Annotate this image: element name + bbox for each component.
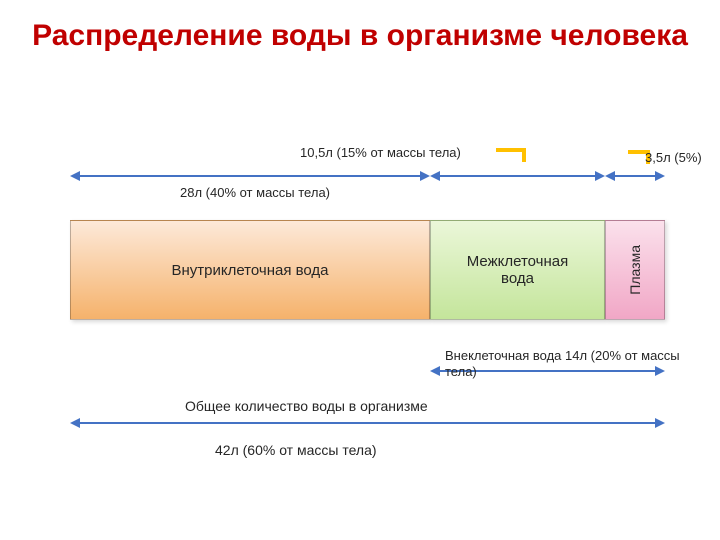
label-intercellular-amount: 10,5л (15% от массы тела) — [300, 145, 500, 161]
caret-icon — [496, 148, 526, 162]
label-plasma-amount: 3,5л (5%) — [645, 150, 705, 166]
label-intracellular-amount: 28л (40% от массы тела) — [180, 185, 380, 201]
label-total-amount: 42л (60% от массы тела) — [215, 442, 465, 459]
label-extracellular: Внеклеточная вода 14л (20% от массы тела… — [445, 348, 695, 379]
arrow-total — [0, 0, 720, 540]
label-total: Общее количество воды в организме — [185, 398, 535, 415]
